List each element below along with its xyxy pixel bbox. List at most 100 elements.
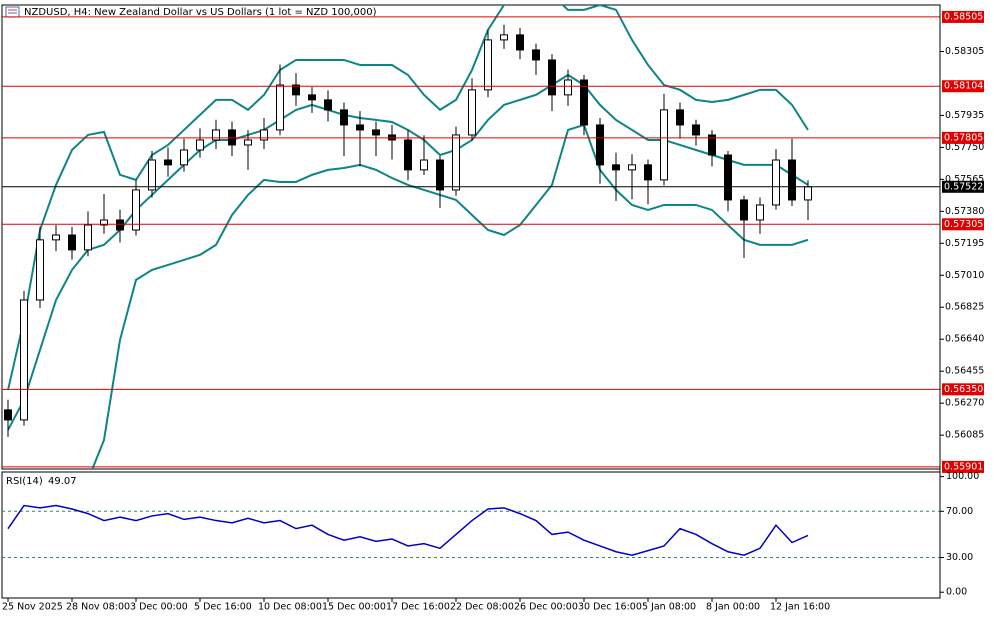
- candle-body: [740, 199, 748, 221]
- candle-body: [292, 84, 300, 96]
- bollinger-middle: [7, 73, 809, 431]
- x-tick-label: 8 Jan 00:00: [706, 602, 760, 613]
- candle-body: [580, 79, 588, 126]
- bollinger-upper: [7, 5, 809, 391]
- bollinger-lower: [91, 123, 809, 469]
- candle-body: [164, 159, 172, 166]
- candle-body: [244, 139, 252, 146]
- y-tick-label: 0.57935: [945, 110, 984, 121]
- candle-body: [356, 124, 364, 131]
- candle-body: [372, 129, 380, 136]
- level-label-box: [942, 460, 984, 473]
- level-label: 0.55901: [944, 461, 983, 472]
- chart-title: NZDUSD, H4: New Zealand Dollar vs US Dol…: [24, 7, 377, 18]
- candle-body: [516, 34, 524, 51]
- candle-body: [724, 154, 732, 201]
- candle-body: [404, 139, 412, 171]
- rsi-panel: [1, 471, 941, 599]
- candle-body: [212, 129, 220, 141]
- level-label-box: [942, 10, 984, 23]
- candle-body: [596, 124, 604, 166]
- rsi-value: 49.07: [48, 476, 77, 487]
- y-tick-label: 0.56640: [945, 334, 984, 345]
- y-tick-label: 0.57565: [945, 174, 984, 185]
- candle-body: [772, 159, 780, 206]
- candle-body: [276, 84, 284, 131]
- candle-body: [116, 219, 124, 231]
- level-label: 0.57805: [944, 132, 983, 143]
- y-tick-label: 0.56455: [945, 366, 984, 377]
- candle-body: [500, 34, 508, 41]
- candle-body: [324, 99, 332, 111]
- rsi-tick-label: 70.00: [946, 506, 973, 517]
- symbol-icon: [5, 6, 20, 18]
- x-tick-label: 3 Dec 00:00: [130, 602, 188, 613]
- candle-body: [756, 204, 764, 221]
- level-label: 0.57305: [944, 219, 983, 230]
- candle-body: [100, 219, 108, 226]
- y-tick-label: 0.57380: [945, 206, 984, 217]
- candle-body: [420, 159, 428, 171]
- candle-body: [708, 134, 716, 156]
- x-tick-label: 5 Jan 08:00: [642, 602, 696, 613]
- x-tick-label: 30 Dec 16:00: [578, 602, 642, 613]
- y-tick-label: 0.58305: [945, 46, 984, 57]
- price-panel: [1, 4, 941, 470]
- rsi-tick-label: 30.00: [946, 552, 973, 563]
- x-tick-label: 28 Nov 08:00: [66, 602, 130, 613]
- candle-body: [340, 109, 348, 126]
- price-plot: [2, 5, 940, 469]
- candle-body: [132, 189, 140, 231]
- candle-body: [68, 234, 76, 251]
- candle-body: [532, 49, 540, 61]
- y-tick-label: 0.57010: [945, 270, 984, 281]
- candle-body: [452, 134, 460, 191]
- x-tick-label: 26 Dec 00:00: [514, 602, 578, 613]
- level-label-box: [942, 80, 984, 93]
- level-label: 0.56350: [944, 384, 983, 395]
- y-tick-label: 0.57750: [945, 142, 984, 153]
- rsi-line: [7, 504, 809, 557]
- candle-body: [36, 239, 44, 301]
- candle-body: [676, 109, 684, 126]
- candle-body: [52, 234, 60, 241]
- level-label-box: [942, 383, 984, 396]
- x-tick-label: 15 Dec 00:00: [322, 602, 386, 613]
- x-tick-label: 5 Dec 16:00: [194, 602, 252, 613]
- y-tick-label: 0.56270: [945, 398, 984, 409]
- candle-body: [4, 409, 12, 421]
- candle-body: [564, 79, 572, 96]
- rsi-title: RSI(14): [6, 476, 43, 487]
- x-tick-label: 12 Jan 16:00: [770, 602, 830, 613]
- candle-body: [628, 164, 636, 171]
- level-label: 0.58104: [944, 81, 983, 92]
- candle-body: [612, 164, 620, 171]
- candle-body: [692, 124, 700, 136]
- candle-body: [804, 186, 812, 201]
- candle-body: [260, 129, 268, 141]
- level-label: 0.58505: [944, 11, 983, 22]
- level-label-box: [942, 131, 984, 144]
- candle-body: [84, 224, 92, 251]
- x-tick-label: 17 Dec 16:00: [386, 602, 450, 613]
- candle-body: [196, 139, 204, 151]
- rsi-tick-label: 100.00: [946, 471, 979, 482]
- candle-body: [788, 159, 796, 201]
- candle-body: [436, 159, 444, 191]
- rsi-tick-label: 0.00: [946, 587, 967, 598]
- current-price-label: 0.57522: [944, 181, 983, 192]
- candle-body: [20, 299, 28, 421]
- candle-body: [468, 89, 476, 136]
- y-tick-label: 0.56085: [945, 430, 984, 441]
- x-tick-label: 25 Nov 2025: [2, 602, 63, 613]
- level-label-box: [942, 218, 984, 231]
- y-tick-label: 0.57195: [945, 238, 984, 249]
- rsi-plot: [2, 504, 940, 559]
- x-tick-label: 22 Dec 08:00: [450, 602, 514, 613]
- candle-body: [660, 109, 668, 181]
- candle-body: [308, 94, 316, 101]
- candle-body: [548, 59, 556, 96]
- candle-body: [148, 159, 156, 191]
- candle-body: [180, 149, 188, 166]
